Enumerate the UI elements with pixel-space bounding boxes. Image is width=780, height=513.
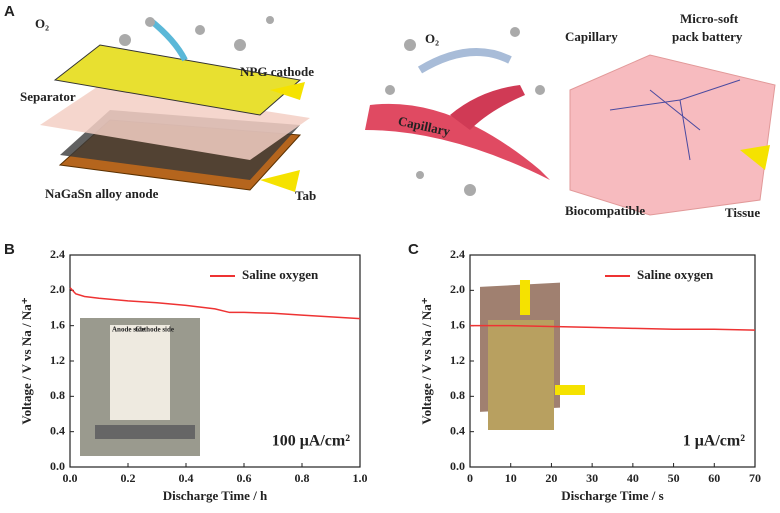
y-tick-label: 2.4 [450,247,465,261]
y-axis-label: Voltage / V vs Na / Na⁺ [419,297,434,424]
label: NaGaSn alloy anode [45,186,159,201]
inset-battery [480,280,585,430]
x-tick-label: 1.0 [353,471,368,485]
label: NPG cathode [240,64,314,79]
data-line [69,287,361,320]
label: Capillary [565,29,618,44]
legend-label: Saline oxygen [242,267,319,282]
annotation: 1 μA/cm² [683,433,746,450]
label: Biocompatible [565,203,645,218]
data-line [470,324,756,331]
y-tick-label: 2.0 [450,282,465,296]
y-tick-label: 1.6 [50,317,65,331]
x-axis-label: Discharge Time / h [163,488,268,503]
x-tick-label: 10 [505,471,517,485]
y-tick-label: 2.4 [50,247,65,261]
x-tick-label: 30 [586,471,598,485]
inset-label: Cathode side [135,326,174,334]
x-tick-label: 0.8 [295,471,310,485]
x-tick-label: 40 [627,471,639,485]
battery-illustration [40,16,310,192]
inset-label: Anode side [112,326,145,334]
x-tick-label: 0 [467,471,473,485]
x-tick-label: 60 [708,471,720,485]
x-tick-label: 70 [749,471,761,485]
x-tick-label: 0.4 [179,471,194,485]
y-tick-label: 1.2 [50,353,65,367]
annotation: 100 μA/cm² [272,433,351,450]
label: pack battery [672,29,743,44]
y-tick-label: 0.4 [50,423,65,437]
y-tick-label: 2.0 [50,282,65,296]
label: O₂ [35,16,49,31]
x-tick-label: 0.6 [237,471,252,485]
x-axis-label: Discharge Time / s [561,488,663,503]
label: Tissue [725,205,760,220]
panel-label: C [408,241,419,258]
label: Separator [20,89,76,104]
y-tick-label: 0.8 [50,388,65,402]
y-tick-label: 1.6 [450,317,465,331]
x-tick-label: 0.2 [121,471,136,485]
label: O₂ [425,31,439,46]
panel-label: B [4,241,15,258]
y-axis-label: Voltage / V vs Na / Na⁺ [19,297,34,424]
y-tick-label: 0.0 [50,459,65,473]
panel-label: A [4,3,15,20]
tissue-illustration [365,27,776,216]
label: Tab [295,188,316,203]
y-tick-label: 0.4 [450,423,465,437]
x-tick-label: 0.0 [63,471,78,485]
label: Micro-soft [680,11,739,26]
legend-label: Saline oxygen [637,267,714,282]
y-tick-label: 1.2 [450,353,465,367]
y-tick-label: 0.0 [450,459,465,473]
x-tick-label: 20 [545,471,557,485]
y-tick-label: 0.8 [450,388,465,402]
inset-photo [80,318,200,456]
x-tick-label: 50 [668,471,680,485]
